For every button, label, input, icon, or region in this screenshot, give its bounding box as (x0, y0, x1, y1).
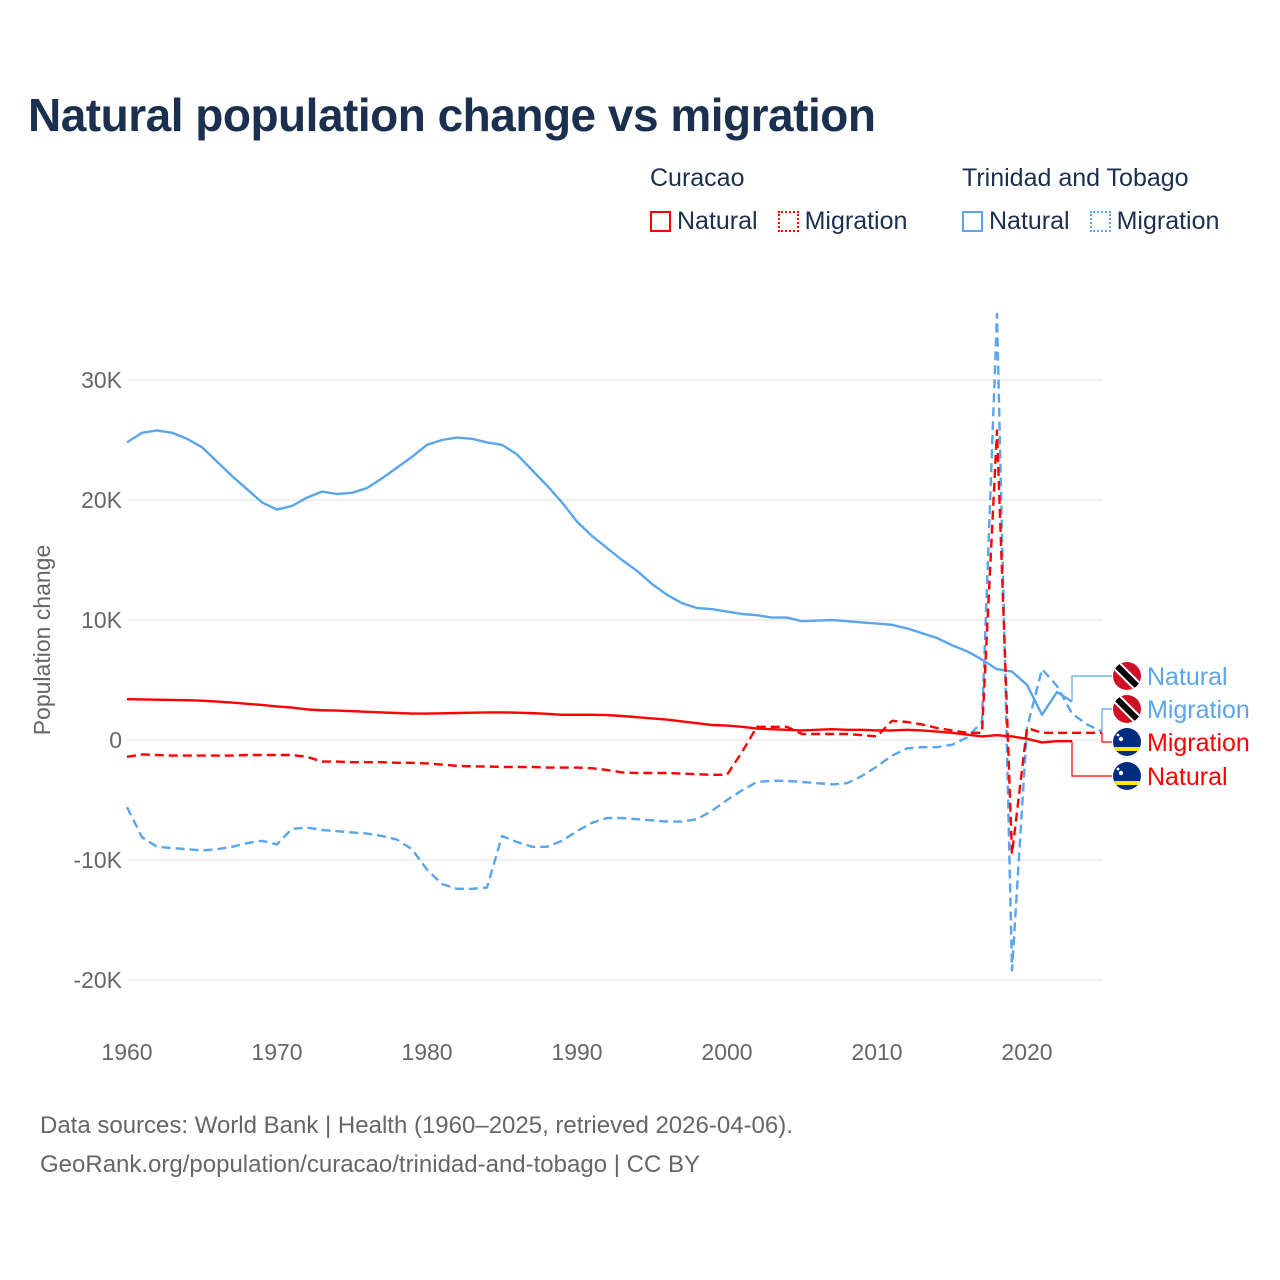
y-axis-label: Population change (29, 545, 55, 736)
x-tick-label: 1980 (401, 1039, 452, 1065)
legend-group-trinidad: Trinidad and Tobago Natural Migration (962, 164, 1219, 236)
series-line-trinidad-and-tobago-migration (125, 312, 1103, 972)
curacao-flag-icon (1113, 762, 1141, 790)
legend-group-curacao: Curacao Natural Migration (650, 164, 907, 236)
legend-label: Natural (677, 207, 758, 235)
x-tick-label: 1970 (251, 1039, 302, 1065)
footer: Data sources: World Bank | Health (1960–… (40, 1106, 793, 1184)
x-tick-label: 1960 (101, 1039, 152, 1065)
curacao-flag-icon (1113, 728, 1141, 756)
chart-title: Natural population change vs migration (28, 89, 876, 141)
legend-swatch-solid (962, 211, 983, 232)
x-tick-label: 1990 (551, 1039, 602, 1065)
trinidad-and-tobago-flag-icon (1113, 662, 1141, 690)
series-end-label: Natural (1147, 663, 1228, 691)
legend-label: Migration (804, 207, 908, 235)
legend-group-title: Trinidad and Tobago (962, 164, 1189, 192)
legend-item-tt-migration[interactable]: Migration (1089, 207, 1220, 236)
x-tick-label: 2020 (1001, 1039, 1052, 1065)
y-tick-label: 20K (81, 487, 123, 513)
series-end-label: Migration (1147, 696, 1250, 724)
series-line-trinidad-and-tobago-natural (126, 429, 1073, 716)
footer-url: GeoRank.org/population/curacao/trinidad-… (40, 1151, 700, 1178)
trinidad-and-tobago-flag-icon (1113, 695, 1141, 723)
y-tick-label: -10K (73, 847, 122, 873)
y-tick-label: -20K (73, 967, 122, 993)
y-tick-label: 10K (81, 607, 123, 633)
legend-item-tt-natural[interactable]: Natural (962, 207, 1070, 236)
legend-item-curacao-natural[interactable]: Natural (650, 207, 758, 236)
legend-group-title: Curacao (650, 164, 745, 192)
series-line-curacao-natural (126, 698, 1072, 744)
series-end-label: Migration (1147, 729, 1250, 757)
y-tick-label: 0 (109, 727, 122, 753)
legend-swatch-dotted (777, 211, 799, 232)
legend-swatch-dotted (1089, 211, 1111, 232)
label-connector (1071, 675, 1112, 702)
x-tick-label: 2010 (851, 1039, 902, 1065)
legend-label: Natural (989, 207, 1070, 235)
series-end-label: Natural (1147, 763, 1228, 791)
x-tick-label: 2000 (701, 1039, 752, 1065)
label-connector (1101, 732, 1112, 743)
legend-swatch-solid (650, 211, 671, 232)
series-line-curacao-migration (126, 429, 1102, 856)
legend-label: Migration (1116, 207, 1220, 235)
y-tick-label: 30K (81, 367, 123, 393)
label-connector (1071, 741, 1112, 777)
footer-source: Data sources: World Bank | Health (1960–… (40, 1112, 793, 1139)
label-connector (1101, 708, 1112, 732)
legend-item-curacao-migration[interactable]: Migration (777, 207, 908, 236)
